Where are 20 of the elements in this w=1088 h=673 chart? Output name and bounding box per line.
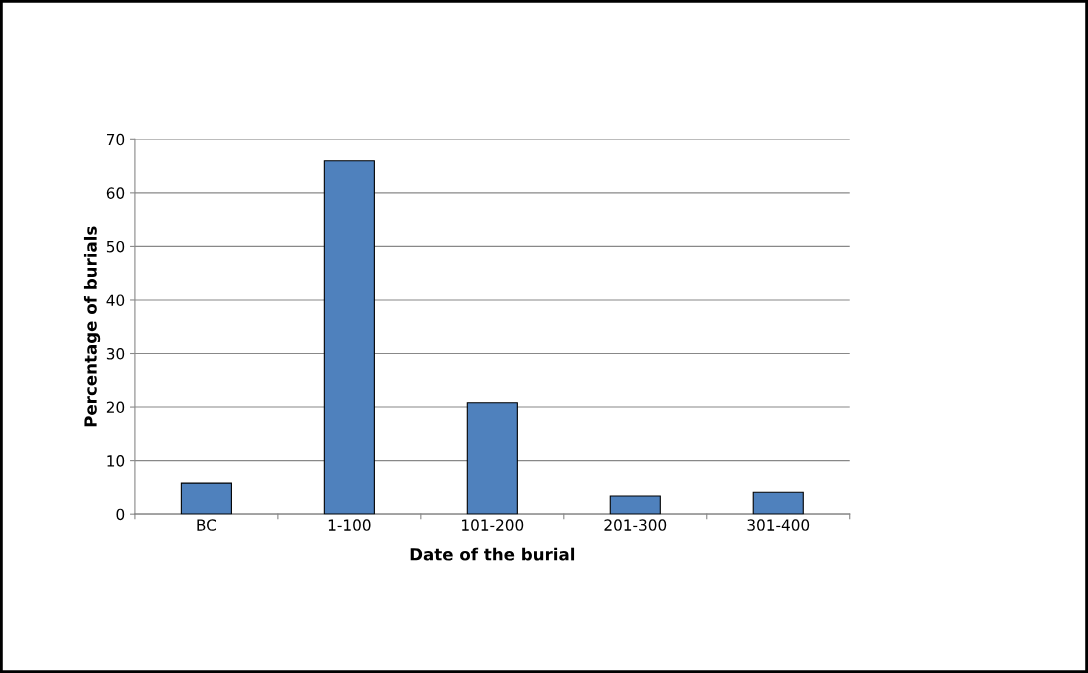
x-tick-label: BC xyxy=(197,519,217,531)
y-tick-label: 10 xyxy=(107,455,125,467)
bar xyxy=(323,160,375,515)
x-axis-title: Date of the burial xyxy=(410,547,575,561)
y-tick-label: 70 xyxy=(107,133,125,146)
y-tick-label: 50 xyxy=(106,240,125,253)
y-tick-label: 40 xyxy=(106,294,125,306)
x-tick-label: 101-200 xyxy=(462,519,524,531)
y-tick-label: 0 xyxy=(116,508,125,521)
bar xyxy=(180,482,232,515)
x-tick-label: 201-300 xyxy=(604,519,667,531)
y-axis-title: Percentage of burials xyxy=(83,226,101,427)
y-tick-label: 30 xyxy=(106,347,125,360)
bar xyxy=(609,495,661,515)
x-tick-label: 301-400 xyxy=(747,519,810,531)
x-tick-label: 1-100 xyxy=(328,519,371,531)
bar xyxy=(752,491,804,515)
y-tick-label: 60 xyxy=(106,187,125,199)
bar xyxy=(466,402,518,515)
y-tick-label: 20 xyxy=(106,401,125,414)
